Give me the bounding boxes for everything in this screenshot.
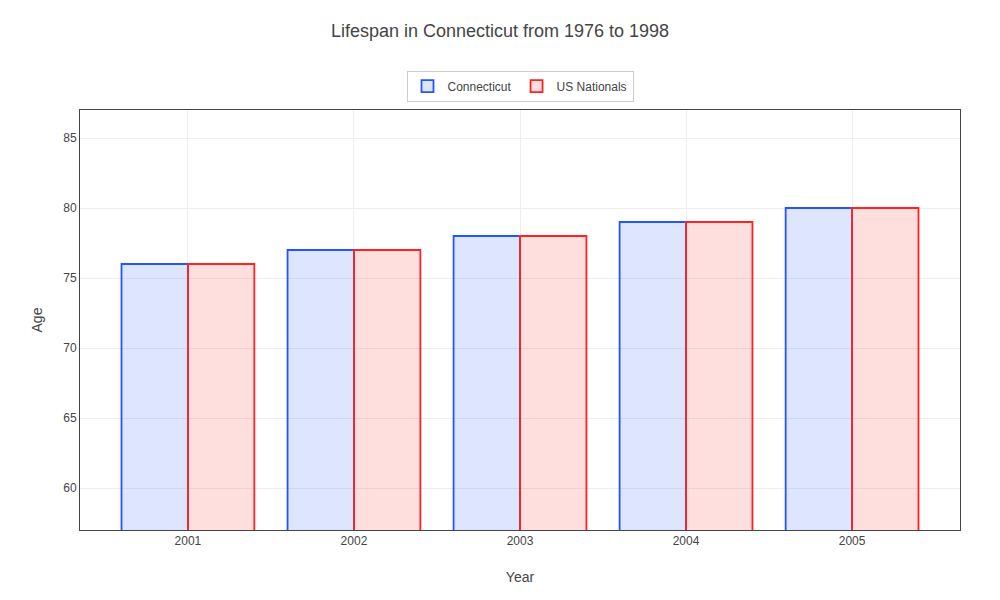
svg-text:2002: 2002 xyxy=(341,534,368,548)
svg-text:US Nationals: US Nationals xyxy=(557,80,627,94)
svg-text:60: 60 xyxy=(63,481,77,495)
svg-text:80: 80 xyxy=(63,201,77,215)
svg-text:Age: Age xyxy=(29,307,45,332)
svg-text:65: 65 xyxy=(63,411,77,425)
svg-text:2003: 2003 xyxy=(507,534,534,548)
svg-text:Lifespan in Connecticut from 1: Lifespan in Connecticut from 1976 to 199… xyxy=(331,21,669,41)
svg-text:2005: 2005 xyxy=(839,534,866,548)
svg-text:Year: Year xyxy=(506,569,535,585)
svg-text:Connecticut: Connecticut xyxy=(448,80,512,94)
svg-text:2004: 2004 xyxy=(673,534,700,548)
svg-text:70: 70 xyxy=(63,341,77,355)
svg-text:85: 85 xyxy=(63,131,77,145)
svg-text:2001: 2001 xyxy=(175,534,202,548)
svg-text:75: 75 xyxy=(63,271,77,285)
